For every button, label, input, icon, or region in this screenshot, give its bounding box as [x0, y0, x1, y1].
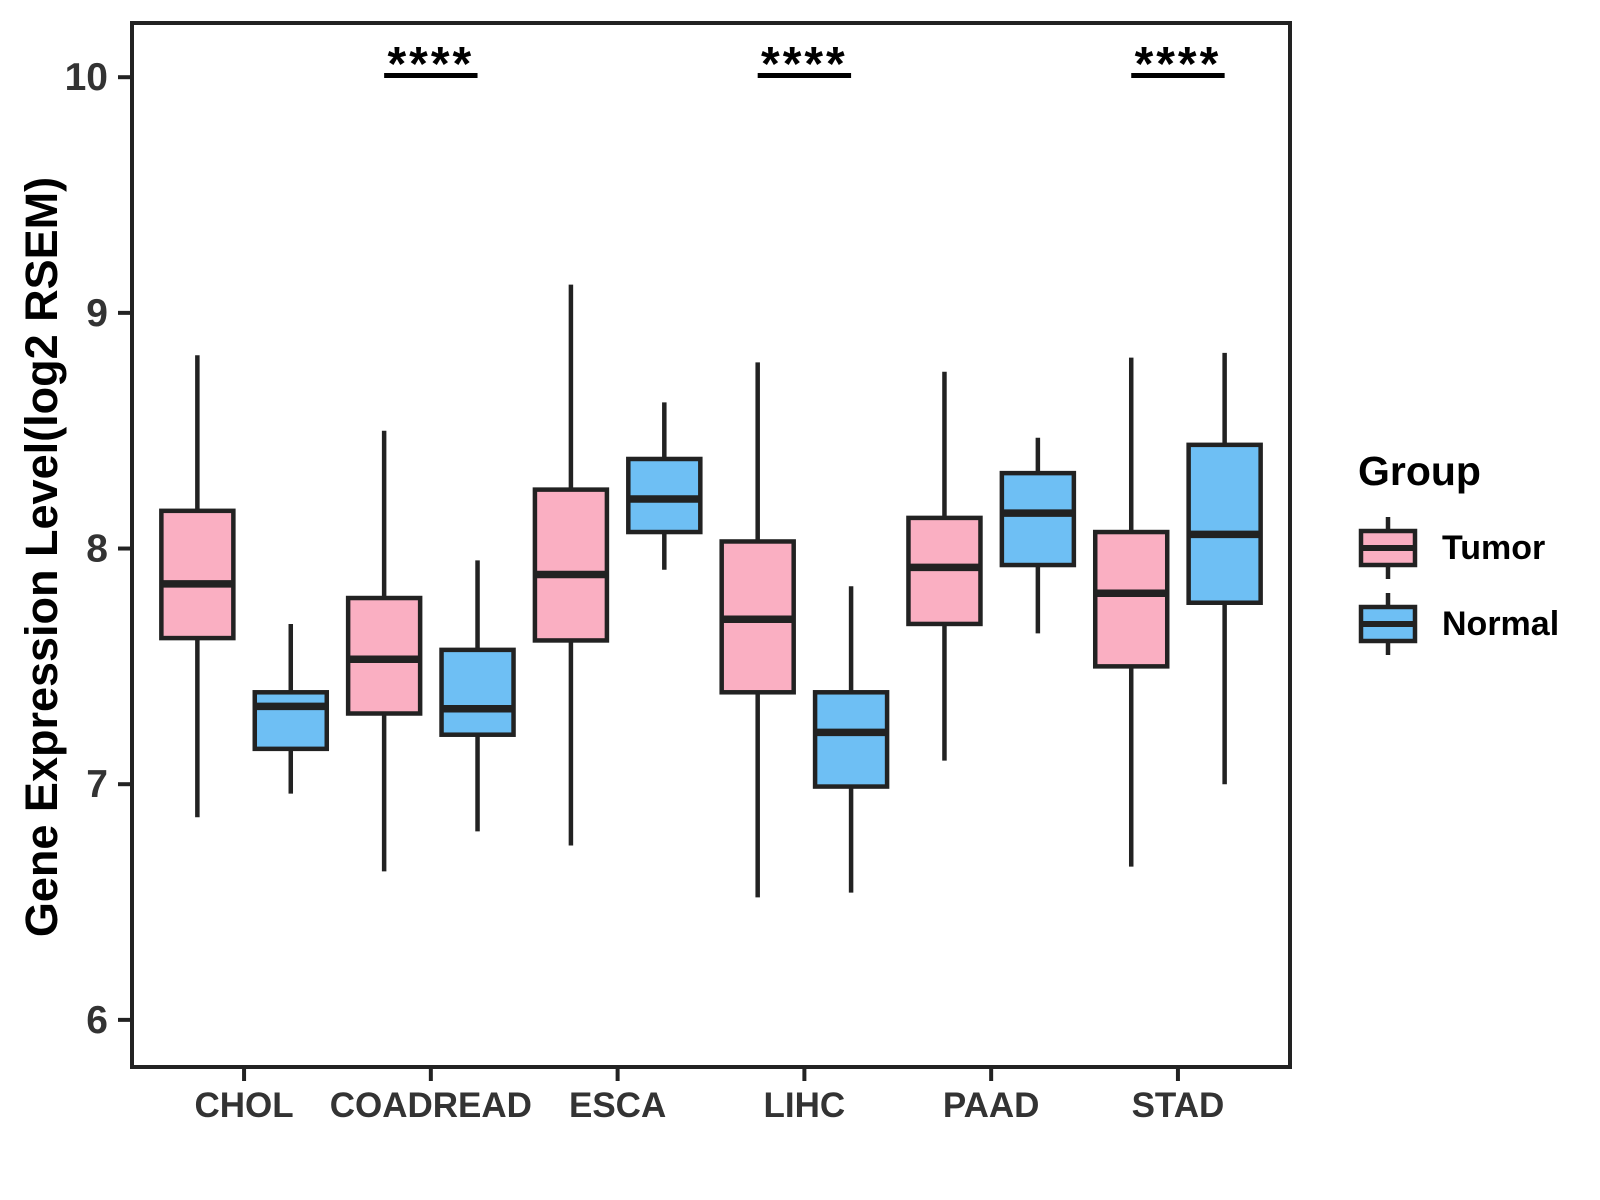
x-axis-tick-label-esca: ESCA	[569, 1086, 666, 1125]
box-chol-normal	[252, 690, 330, 752]
legend-item-tumor: Tumor	[1356, 513, 1596, 583]
x-axis-tick-label-lihc: LIHC	[764, 1086, 846, 1125]
y-axis-tick-label: 8	[86, 528, 108, 571]
box-stad-normal	[1186, 442, 1263, 605]
legend-key-boxplot-icon	[1358, 593, 1418, 655]
box-paad-normal	[999, 470, 1077, 568]
significance-stars-stad: ****	[1135, 38, 1222, 91]
x-axis-tick-label-coadread: COADREAD	[330, 1086, 532, 1125]
y-axis-tick-label: 6	[86, 999, 108, 1042]
legend-key-boxplot-icon	[1358, 517, 1418, 579]
y-axis-tick-label: 9	[86, 292, 108, 335]
box-esca-tumor	[532, 487, 610, 643]
significance-stars-coadread: ****	[387, 38, 474, 91]
x-axis-tick-label-chol: CHOL	[194, 1086, 293, 1125]
legend-title: Group	[1358, 448, 1481, 494]
legend-item-normal: Normal	[1356, 589, 1596, 659]
y-axis-tick-label: 7	[86, 763, 108, 806]
significance-bar-coadread	[384, 73, 478, 78]
box-lihc-normal	[812, 690, 890, 789]
legend-label-normal: Normal	[1442, 604, 1560, 643]
plot-panel-border	[130, 21, 1292, 1069]
box-chol-tumor	[159, 508, 236, 641]
significance-bar-stad	[1131, 73, 1225, 78]
legend: Group Tumor Normal	[1356, 448, 1596, 665]
y-axis-tick-label: 10	[65, 56, 108, 99]
box-stad-tumor	[1092, 529, 1170, 669]
y-axis-title: Gene Expression Level(log2 RSEM)	[16, 176, 67, 938]
x-axis-tick-label-paad: PAAD	[943, 1086, 1040, 1125]
box-coadread-normal	[439, 647, 516, 737]
legend-label-tumor: Tumor	[1442, 528, 1546, 567]
significance-bar-lihc	[757, 73, 852, 78]
x-axis-tick-label-stad: STAD	[1132, 1086, 1225, 1125]
significance-stars-lihc: ****	[761, 38, 848, 91]
